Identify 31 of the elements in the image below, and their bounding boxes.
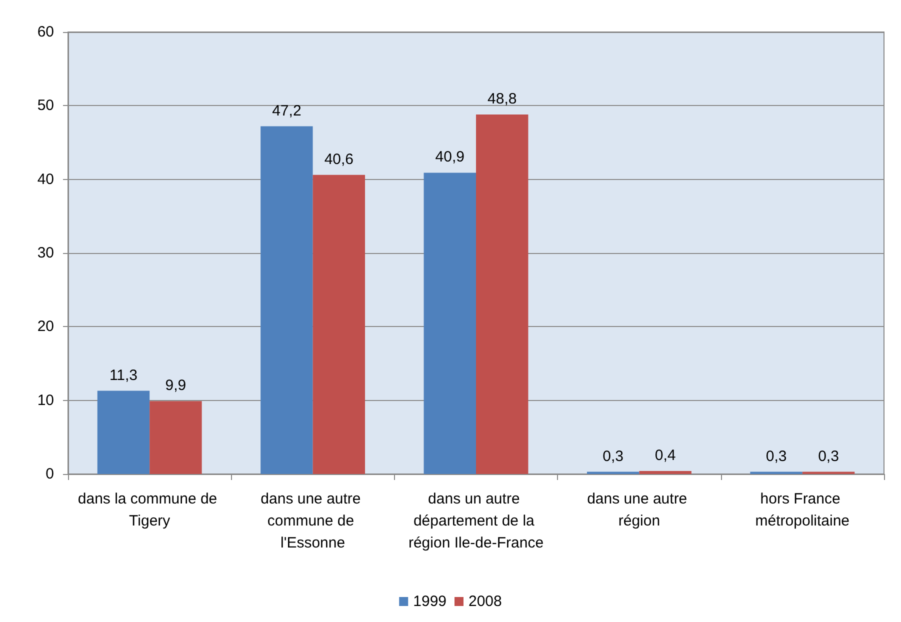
data-label: 0,4 xyxy=(654,447,676,464)
bar xyxy=(424,172,476,474)
x-tick-label: dans la commune de Tigery xyxy=(78,490,222,530)
legend-label: 2008 xyxy=(468,593,502,610)
bar xyxy=(97,390,150,474)
y-tick-label: 10 xyxy=(37,392,54,409)
x-tick-label: dans une autre région xyxy=(587,490,692,530)
data-label: 0,3 xyxy=(818,448,839,465)
data-label: 11,3 xyxy=(109,366,138,384)
x-tick-label: dans une autre commune de l'Essonne xyxy=(260,490,365,552)
legend-label: 1999 xyxy=(413,593,447,610)
y-tick-label: 60 xyxy=(37,24,54,40)
y-tick-label: 50 xyxy=(37,97,54,114)
bar xyxy=(476,114,528,474)
data-label: 0,3 xyxy=(766,448,787,465)
bar xyxy=(260,126,313,474)
bar xyxy=(312,174,366,474)
y-tick-label: 30 xyxy=(37,244,54,262)
data-label: 47,2 xyxy=(272,102,302,120)
x-tick-label: hors France métropolitaine xyxy=(755,490,850,530)
data-label: 40,6 xyxy=(324,150,354,168)
y-tick-label: 0 xyxy=(46,466,54,482)
bar xyxy=(150,401,202,474)
y-tick-label: 40 xyxy=(37,170,54,188)
data-label: 48,8 xyxy=(488,90,517,108)
data-label: 9,9 xyxy=(165,377,186,394)
y-tick-label: 20 xyxy=(37,318,54,336)
x-tick-label: dans un autre département de la région Ile-de-France xyxy=(408,490,544,552)
data-label: 40,9 xyxy=(435,148,464,166)
bar xyxy=(639,471,692,474)
data-label: 0,3 xyxy=(602,448,624,465)
